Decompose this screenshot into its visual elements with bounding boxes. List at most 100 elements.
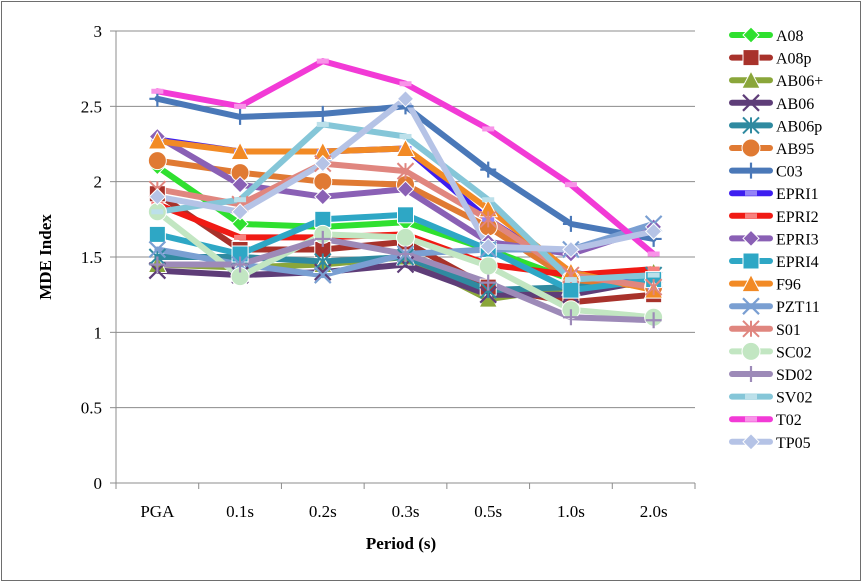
legend-label-t02: T02 <box>776 412 802 429</box>
y-tick-label: 2.5 <box>81 97 102 116</box>
data-point-sc02 <box>396 227 415 247</box>
data-point-t02 <box>564 182 577 188</box>
data-point-sd02 <box>397 245 414 262</box>
y-tick-label: 1 <box>94 323 103 342</box>
data-point-sv02 <box>399 133 412 139</box>
legend-marker-a08 <box>742 26 760 44</box>
data-point-t02 <box>647 251 660 257</box>
legend-label-tp05: TP05 <box>776 435 811 452</box>
data-point-epri3 <box>396 180 415 198</box>
legend-marker-sd02 <box>743 366 759 382</box>
y-tick-label: 1.5 <box>81 248 102 267</box>
data-point-epri2 <box>234 234 247 240</box>
data-point-sv02 <box>316 121 329 127</box>
legend-label-ab06p: AB06p <box>776 118 822 135</box>
legend-marker-ab06- <box>741 70 761 89</box>
legend-marker-s01 <box>742 320 760 338</box>
legend-label-sc02: SC02 <box>776 344 812 361</box>
data-point-tp05 <box>644 222 663 241</box>
data-point-t02 <box>482 126 495 132</box>
x-tick-label: 0.3s <box>392 502 420 521</box>
legend-label-pzt11: PZT11 <box>776 299 820 316</box>
legend-label-epri1: EPRI1 <box>776 186 819 203</box>
data-point-epri4 <box>397 206 414 224</box>
data-point-ab95 <box>147 151 167 171</box>
data-point-sv02 <box>151 209 164 215</box>
axes <box>115 31 695 484</box>
legend-label-a08p: A08p <box>776 51 812 68</box>
legend-label-sv02: SV02 <box>776 390 812 407</box>
data-point-c03 <box>480 161 497 178</box>
data-point-sd02 <box>232 256 249 273</box>
legend-marker-a08p <box>742 49 760 67</box>
data-point-sv02 <box>647 272 660 278</box>
x-tick-label: 0.5s <box>474 502 502 521</box>
legend-label-epri4: EPRI4 <box>776 254 819 271</box>
data-point-c03 <box>314 105 331 122</box>
data-point-t02 <box>316 58 329 64</box>
legend-marker-tp05 <box>742 433 760 451</box>
data-point-c03 <box>562 215 579 232</box>
legend-marker-sv02 <box>745 394 757 400</box>
data-point-t02 <box>234 103 247 109</box>
legend-marker-epri1 <box>745 190 757 196</box>
data-point-tp05 <box>562 240 580 259</box>
data-point-sd02 <box>645 312 662 329</box>
legend-marker-epri2 <box>745 213 757 219</box>
data-point-f96 <box>230 141 250 161</box>
data-point-epri4 <box>562 281 580 299</box>
data-point-s01 <box>396 162 415 180</box>
data-point-sv02 <box>564 277 577 283</box>
y-tick-label: 0.5 <box>81 399 102 418</box>
legend-marker-ab06 <box>742 94 760 112</box>
legend-label-a08: A08 <box>776 28 804 45</box>
data-point-epri3 <box>314 188 332 206</box>
legend-marker-c03 <box>743 162 759 179</box>
legend-marker-ab06p <box>742 116 760 135</box>
data-point-c03 <box>232 108 249 125</box>
legend-label-sd02: SD02 <box>776 367 812 384</box>
data-point-sv02 <box>234 197 247 203</box>
legend-label-epri2: EPRI2 <box>776 209 819 226</box>
x-tick-label: 0.1s <box>226 502 254 521</box>
data-point-tp05 <box>231 203 249 221</box>
y-tick-label: 2 <box>94 173 103 192</box>
legend-marker-sc02 <box>741 341 761 361</box>
legend-marker-epri3 <box>742 229 760 248</box>
series-markers <box>147 58 664 329</box>
legend-marker-ab95 <box>741 138 761 158</box>
x-tick-label: 0.2s <box>309 502 337 521</box>
x-tick-label: 1.0s <box>557 502 585 521</box>
data-point-s01 <box>644 278 663 296</box>
data-point-tp05 <box>314 154 332 173</box>
data-point-t02 <box>399 81 412 87</box>
data-point-sd02 <box>149 256 166 273</box>
data-point-sd02 <box>562 309 579 326</box>
data-point-tp05 <box>148 188 167 206</box>
data-point-sc02 <box>478 256 498 276</box>
data-point-pzt11 <box>314 266 332 284</box>
data-point-sd02 <box>314 230 331 247</box>
data-point-epri2 <box>647 266 660 272</box>
data-point-sv02 <box>482 197 495 203</box>
legend-label-c03: C03 <box>776 164 803 181</box>
data-point-f96 <box>395 138 416 158</box>
data-point-tp05 <box>396 90 415 108</box>
x-axis-title: Period (s) <box>366 534 436 553</box>
data-point-tp05 <box>479 237 497 256</box>
data-point-f96 <box>147 130 168 150</box>
data-point-ab06p <box>314 252 332 271</box>
legend-label-f96: F96 <box>776 277 801 294</box>
x-tick-label: 2.0s <box>640 502 668 521</box>
y-axis-tick-labels: 0 0.5 1 1.5 2 2.5 3 <box>81 22 102 493</box>
legend-marker-t02 <box>745 416 757 422</box>
legend-label-ab95: AB95 <box>776 141 814 158</box>
legend-label-ab06-: AB06+ <box>776 73 823 90</box>
legend-marker-epri4 <box>742 252 760 270</box>
y-axis-title: MDE Index <box>36 214 55 300</box>
data-point-pzt11 <box>148 240 167 259</box>
data-point-epri3 <box>231 175 249 194</box>
legend-label-epri3: EPRI3 <box>776 231 819 248</box>
